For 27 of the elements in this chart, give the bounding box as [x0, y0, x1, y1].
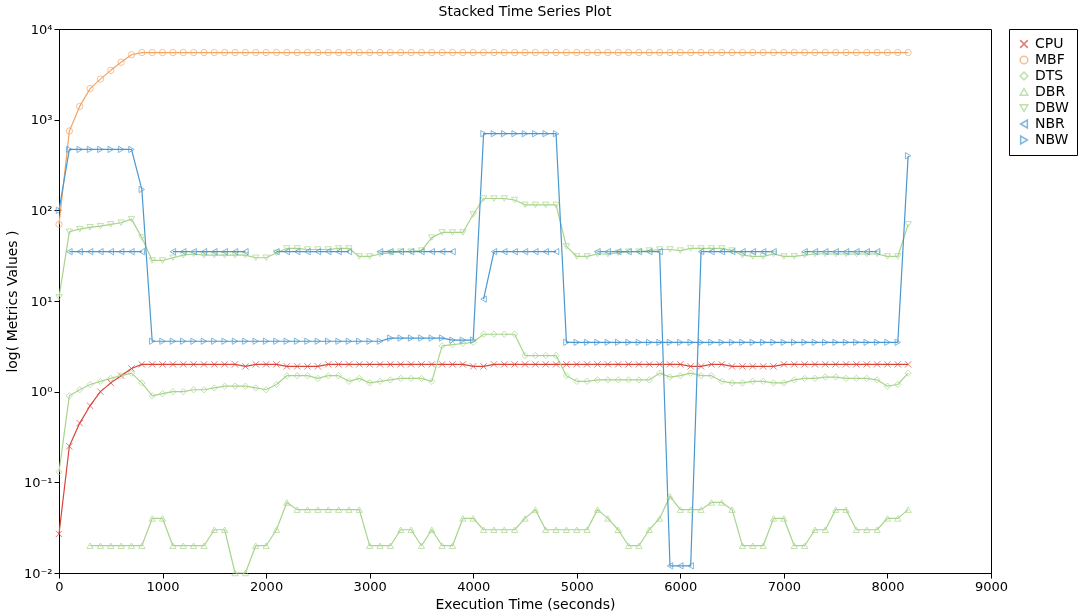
x-tick-label: 4000 — [457, 578, 491, 594]
legend-label: DTS — [1035, 67, 1064, 83]
legend-label: NBW — [1035, 131, 1069, 147]
y-tick-label: 10⁴ — [30, 21, 53, 37]
y-axis-title: log( Metrics Values ) — [3, 230, 20, 373]
x-axis-title: Execution Time (seconds) — [435, 595, 616, 612]
x-tick-label: 5000 — [560, 578, 594, 594]
chart-title: Stacked Time Series Plot — [438, 3, 612, 19]
y-tick-label: 10¹ — [30, 293, 53, 309]
x-tick-label: 0 — [55, 578, 64, 594]
x-tick-label: 3000 — [353, 578, 387, 594]
y-tick-label: 10³ — [30, 112, 53, 128]
x-tick-label: 1000 — [146, 578, 180, 594]
x-tick-label: 6000 — [664, 578, 698, 594]
y-tick-label: 10⁻² — [23, 565, 53, 581]
legend-label: MBF — [1035, 51, 1065, 67]
x-tick-label: 9000 — [974, 578, 1009, 594]
x-tick-label: 8000 — [871, 578, 905, 594]
legend-label: DBW — [1035, 99, 1069, 115]
x-tick-label: 7000 — [767, 578, 801, 594]
y-tick-label: 10² — [30, 202, 53, 218]
legend-label: NBR — [1035, 115, 1066, 131]
y-tick-label: 10⁻¹ — [23, 474, 53, 490]
y-tick-label: 10⁰ — [30, 384, 53, 400]
legend-label: CPU — [1035, 35, 1064, 51]
x-tick-label: 2000 — [250, 578, 284, 594]
legend-label: DBR — [1035, 83, 1066, 99]
